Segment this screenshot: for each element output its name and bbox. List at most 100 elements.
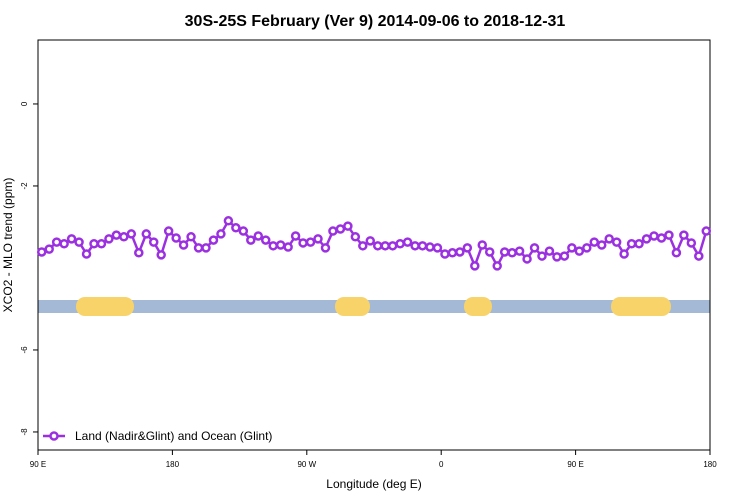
data-point (664, 230, 674, 240)
data-point (253, 231, 264, 241)
legend-marker (49, 431, 59, 441)
land-segment (611, 297, 671, 316)
data-point (701, 226, 712, 236)
data-point (567, 243, 577, 253)
y-tick-label: -8 (20, 428, 29, 436)
data-point (313, 234, 323, 244)
data-point (201, 243, 211, 253)
data-point (679, 230, 689, 240)
data-point (290, 231, 301, 241)
data-point (171, 233, 181, 243)
surface-strip (38, 297, 710, 316)
data-point (507, 248, 517, 258)
data-point (74, 237, 84, 247)
data-point (671, 248, 682, 258)
data-point (492, 261, 502, 271)
data-point (611, 237, 622, 247)
data-point (686, 238, 697, 248)
data-point (641, 234, 652, 244)
data-point (260, 235, 271, 245)
data-point (410, 241, 420, 251)
data-point (81, 249, 92, 259)
land-segment (335, 297, 370, 316)
data-point (134, 248, 144, 258)
data-point (462, 243, 473, 253)
data-point (328, 226, 338, 236)
data-point (470, 261, 480, 271)
x-tick-label: 90 E (567, 460, 583, 469)
data-point (89, 239, 99, 249)
data-point (537, 251, 547, 261)
data-point (380, 241, 390, 251)
data-point (365, 236, 376, 246)
data-point (119, 232, 129, 242)
legend-label: Land (Nadir&Glint) and Ocean (Glint) (75, 429, 272, 443)
data-point (111, 230, 122, 240)
plot-frame (37, 39, 711, 451)
data-point (358, 241, 368, 251)
data-point (484, 247, 495, 257)
data-point (477, 240, 488, 250)
data-point (596, 240, 607, 250)
data-point (268, 241, 278, 251)
data-point (246, 235, 256, 245)
data-point (223, 216, 234, 226)
land-segment (464, 297, 492, 316)
data-point (283, 242, 293, 252)
data-point (514, 246, 525, 256)
x-tick-label: 180 (166, 460, 180, 469)
data-point (163, 226, 174, 236)
data-point (649, 231, 659, 241)
data-point (604, 234, 614, 244)
data-point (36, 247, 47, 257)
data-point (395, 239, 405, 249)
data-point (626, 239, 637, 249)
data-point (499, 247, 510, 257)
y-axis-label: XCO2 - MLO trend (ppm) (1, 178, 15, 313)
land-segment (76, 297, 134, 316)
data-point (694, 251, 704, 261)
data-point (619, 249, 629, 259)
data-point (178, 240, 189, 250)
data-point (455, 247, 465, 257)
data-point (275, 240, 286, 250)
data-point (417, 241, 428, 251)
x-tick-label: 180 (703, 460, 717, 469)
data-point (447, 248, 458, 258)
data-point (231, 223, 241, 233)
x-tick-label: 0 (439, 460, 444, 469)
data-point (425, 242, 435, 252)
data-point (350, 232, 361, 242)
data-point (574, 246, 585, 256)
data-point (44, 244, 54, 254)
data-point (208, 235, 219, 245)
y-tick-label: -6 (20, 346, 29, 354)
data-point (387, 241, 398, 251)
data-point (238, 226, 249, 236)
data-point (104, 234, 114, 244)
data-point (66, 234, 77, 244)
data-point (298, 238, 308, 248)
data-point (432, 243, 443, 253)
data-point (156, 250, 166, 260)
data-point (529, 243, 540, 253)
data-point (141, 229, 152, 239)
data-point (335, 224, 346, 234)
chart-title: 30S-25S February (Ver 9) 2014-09-06 to 2… (185, 13, 566, 30)
data-point (305, 237, 316, 247)
data-point (51, 237, 62, 247)
data-point (59, 239, 69, 249)
x-tick-label: 90 E (30, 460, 46, 469)
data-point (216, 229, 226, 239)
y-tick-label: 0 (20, 101, 29, 106)
x-tick-label: 90 W (297, 460, 316, 469)
data-point (193, 243, 204, 253)
y-tick-label: -2 (20, 182, 29, 190)
data-point (582, 243, 592, 253)
data-point (544, 246, 555, 256)
ocean-strip (38, 300, 710, 313)
data-point (552, 252, 562, 262)
data-point (186, 232, 196, 242)
data-point (402, 237, 413, 247)
